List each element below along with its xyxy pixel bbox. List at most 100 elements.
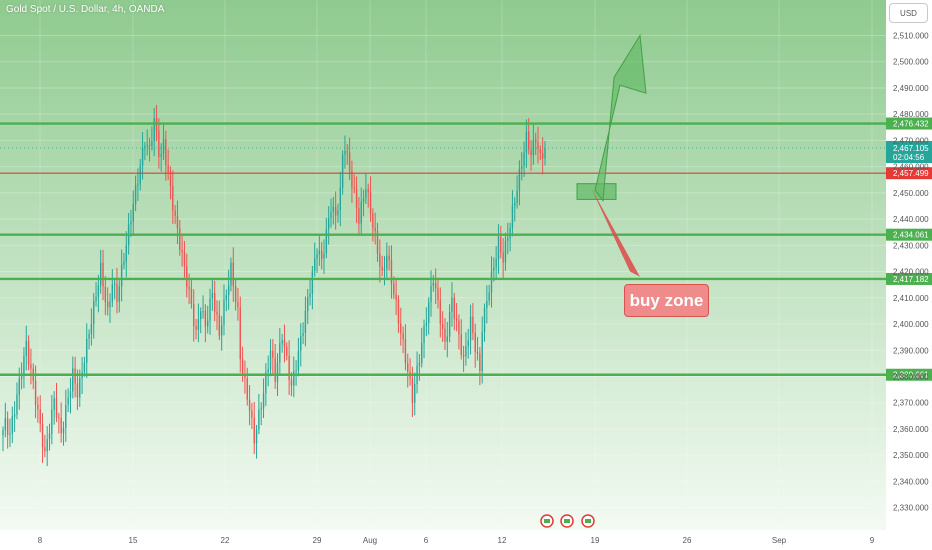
y-tick-label: 2,380.000 xyxy=(893,372,929,381)
candle-body xyxy=(186,266,188,287)
y-tick-label: 2,500.000 xyxy=(893,58,929,67)
candle-body xyxy=(274,357,276,382)
y-tick-label: 2,450.000 xyxy=(893,189,929,198)
candle-body xyxy=(402,333,404,340)
candle-body xyxy=(174,210,176,216)
candle-body xyxy=(425,322,428,326)
candle-body xyxy=(281,340,283,344)
candle-body xyxy=(293,371,295,386)
level-price-label: 2,457.499 xyxy=(893,169,929,178)
candle-body xyxy=(330,211,332,219)
candle-body xyxy=(320,250,323,259)
y-tick-label: 2,440.000 xyxy=(893,215,929,224)
candle-body xyxy=(153,118,155,142)
y-tick-label: 2,480.000 xyxy=(893,110,929,119)
candle-body xyxy=(327,218,330,230)
y-tick-label: 2,410.000 xyxy=(893,294,929,303)
candle-body xyxy=(181,249,183,253)
candle-body xyxy=(39,409,41,424)
candle-body xyxy=(195,326,197,330)
economic-event-flag xyxy=(564,519,570,523)
candle-body xyxy=(376,231,379,254)
candle-body xyxy=(476,352,479,354)
drawings-layer xyxy=(576,33,647,277)
candle-body xyxy=(51,409,53,434)
candle-body xyxy=(421,343,423,363)
candle-body xyxy=(139,165,141,184)
candle-body xyxy=(137,183,139,186)
candle-body xyxy=(451,297,453,312)
candle-body xyxy=(539,149,542,153)
candle-body xyxy=(125,245,127,262)
candle-body xyxy=(307,297,309,311)
candle-body xyxy=(532,139,535,156)
candle-body xyxy=(190,288,193,305)
candle-body xyxy=(497,236,500,260)
current-price-countdown: 02:04:56 xyxy=(893,153,925,162)
level-price-label: 2,434.061 xyxy=(893,231,929,240)
candle-body xyxy=(458,320,460,335)
candle-body xyxy=(44,447,46,452)
candle-body xyxy=(60,418,62,434)
candle-body xyxy=(379,253,381,267)
candle-body xyxy=(339,187,341,211)
x-tick-label: 6 xyxy=(424,536,429,545)
candle-body xyxy=(30,364,32,369)
candle-body xyxy=(453,297,455,319)
candle-body xyxy=(53,398,55,410)
candle-body xyxy=(241,359,244,374)
candle-body xyxy=(437,288,439,301)
candle-body xyxy=(95,296,97,301)
candle-body xyxy=(239,307,241,360)
candle-body xyxy=(86,338,88,363)
candle-body xyxy=(58,417,60,419)
x-tick-label: 9 xyxy=(870,536,875,545)
candle-body xyxy=(132,203,134,222)
candle-body xyxy=(88,334,90,339)
candle-body xyxy=(369,191,372,214)
candle-body xyxy=(148,144,151,146)
candle-body xyxy=(514,202,516,206)
candle-body xyxy=(460,334,462,355)
candle-body xyxy=(455,318,458,321)
candle-body xyxy=(288,355,290,380)
candle-body xyxy=(427,302,430,323)
candle-body xyxy=(360,201,362,224)
level-price-label: 2,417.182 xyxy=(893,275,929,284)
candle-body xyxy=(372,213,374,229)
y-axis-layer: 2,330.000 2,340.000 2,350.000 2,360.000 2,37… xyxy=(893,31,929,512)
candle-body xyxy=(62,427,65,434)
candle-body xyxy=(216,311,218,315)
candle-body xyxy=(176,215,179,229)
candle-body xyxy=(474,332,476,353)
buy-zone-label[interactable]: buy zone xyxy=(624,284,709,317)
candle-body xyxy=(141,147,144,166)
candle-body xyxy=(472,316,474,333)
candle-body xyxy=(16,394,18,415)
candle-body xyxy=(4,418,7,431)
candle-body xyxy=(397,299,400,324)
candle-body xyxy=(446,336,448,342)
candle-body xyxy=(441,323,444,329)
events-layer xyxy=(540,514,595,528)
candle-body xyxy=(269,350,272,370)
candle-body xyxy=(490,270,493,293)
candle-body xyxy=(432,282,435,286)
candle-body xyxy=(204,310,207,327)
candle-body xyxy=(353,187,355,189)
candle-body xyxy=(286,346,288,356)
level-price-label: 2,380.661 xyxy=(893,371,929,380)
candle-body xyxy=(302,332,304,336)
candle-body xyxy=(160,154,162,158)
candle-body xyxy=(434,282,437,289)
x-tick-label: Sep xyxy=(772,536,787,545)
y-tick-label: 2,390.000 xyxy=(893,346,929,355)
currency-button[interactable]: USD xyxy=(889,3,928,23)
level-price-tag xyxy=(886,272,932,285)
candle-body xyxy=(104,286,107,302)
candle-body xyxy=(20,376,23,379)
y-tick-label: 2,400.000 xyxy=(893,320,929,329)
y-tick-label: 2,460.000 xyxy=(893,163,929,172)
candle-body xyxy=(344,151,346,155)
